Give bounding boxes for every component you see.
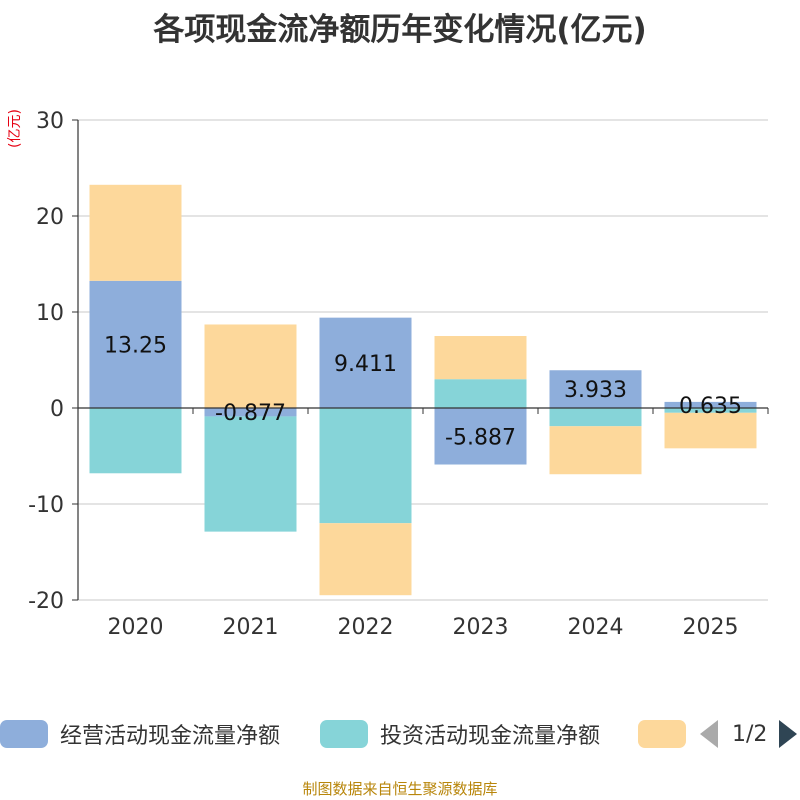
y-tick-label: 0: [50, 397, 64, 422]
data-label: -0.877: [215, 401, 286, 426]
bar-2-2022: [319, 408, 412, 524]
x-tick-label: 2021: [223, 615, 279, 640]
legend: 经营活动现金流量净额 投资活动现金流量净额 1/2: [0, 712, 800, 756]
legend-pager: 1/2: [700, 712, 798, 756]
y-tick-label: 10: [36, 301, 64, 326]
x-tick-label: 2025: [683, 615, 739, 640]
data-label: 3.933: [564, 378, 627, 403]
data-label: 13.25: [104, 333, 167, 358]
legend-label-investing: 投资活动现金流量净额: [380, 724, 601, 749]
data-label: 9.411: [334, 352, 397, 377]
bar-3-2023: [434, 336, 527, 380]
y-tick-label: 20: [36, 205, 64, 230]
data-label: 0.635: [679, 394, 742, 419]
bar-1-2025: [664, 401, 757, 408]
bar-2-2024: [549, 408, 642, 427]
legend-page-indicator: 1/2: [732, 721, 768, 747]
legend-swatch-operating: [0, 720, 48, 748]
bar-3-2025: [664, 412, 757, 449]
bar-3-2022: [319, 523, 412, 596]
x-tick-label: 2024: [568, 615, 624, 640]
bar-3-2020: [89, 184, 182, 281]
bar-1-2023: [434, 408, 527, 465]
legend-prev-icon[interactable]: [700, 720, 718, 748]
legend-next-icon[interactable]: [779, 720, 798, 748]
x-tick-label: 2023: [453, 615, 509, 640]
bar-2-2021: [204, 416, 297, 532]
data-source-note: 制图数据来自恒生聚源数据库: [302, 780, 498, 798]
bar-2-2025: [664, 408, 757, 413]
bar-3-2021: [204, 324, 297, 408]
legend-swatch-investing: [320, 720, 368, 748]
y-tick-label: 30: [36, 109, 64, 134]
x-tick-label: 2022: [338, 615, 394, 640]
bar-3-2024: [549, 426, 642, 475]
x-tick-label: 2020: [108, 615, 164, 640]
legend-item-investing[interactable]: 投资活动现金流量净额: [320, 712, 600, 756]
bar-1-2020: [89, 280, 182, 408]
y-tick-label: -10: [28, 493, 64, 518]
chart-title: 各项现金流净额历年变化情况(亿元): [153, 12, 647, 48]
bar-1-2024: [549, 370, 642, 408]
legend-item-financing[interactable]: [638, 712, 698, 756]
cashflow-chart: 30 20 10 0 -10 -20 2020 2021 2022 2023 2024 2025 13.…: [28, 109, 769, 640]
bar-1-2021: [204, 408, 297, 417]
data-label: -5.887: [445, 425, 516, 450]
bar-2-2020: [89, 408, 182, 474]
bar-2-2023: [434, 379, 527, 408]
legend-item-operating[interactable]: 经营活动现金流量净额: [0, 712, 280, 756]
legend-swatch-financing: [638, 720, 686, 748]
legend-label-operating: 经营活动现金流量净额: [60, 724, 281, 749]
bar-1-2022: [319, 317, 412, 408]
y-tick-label: -20: [28, 589, 64, 614]
